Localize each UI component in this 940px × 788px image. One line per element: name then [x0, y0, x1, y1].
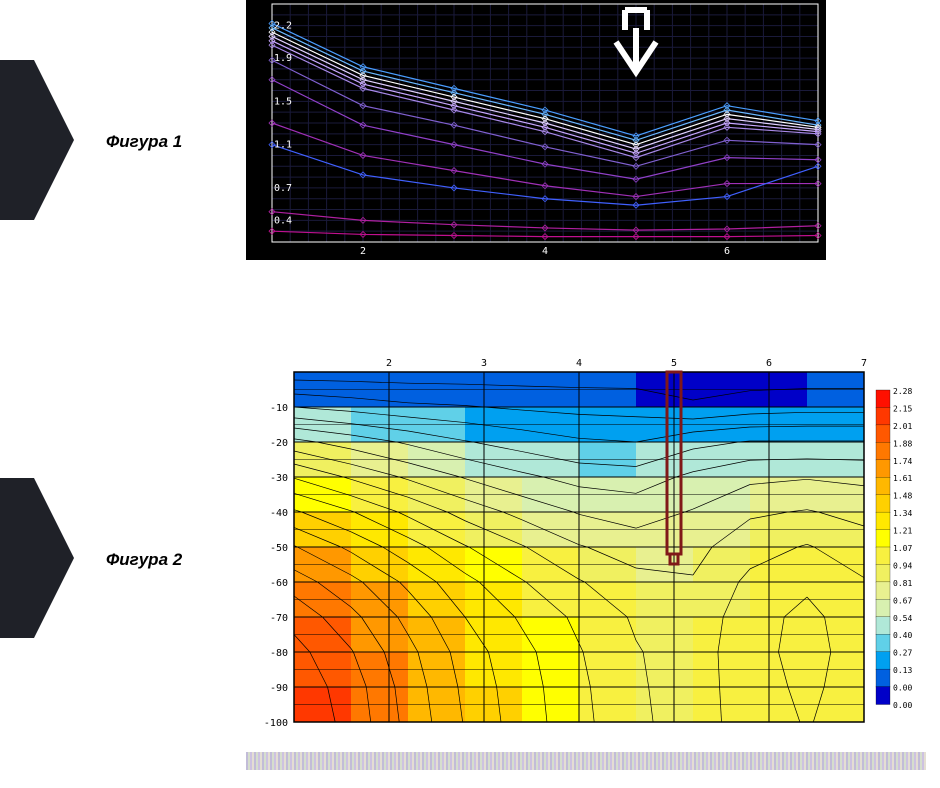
- svg-text:-70: -70: [270, 613, 288, 624]
- svg-text:2.01: 2.01: [893, 422, 912, 431]
- svg-text:0.00: 0.00: [893, 701, 912, 710]
- svg-text:0.00: 0.00: [893, 684, 912, 693]
- svg-text:0.54: 0.54: [893, 614, 912, 623]
- svg-text:0.81: 0.81: [893, 579, 912, 588]
- svg-text:2.15: 2.15: [893, 404, 912, 413]
- svg-text:1.07: 1.07: [893, 544, 912, 553]
- svg-text:2.28: 2.28: [893, 387, 912, 396]
- svg-text:7: 7: [861, 358, 867, 369]
- pentagon-marker-2: [0, 478, 74, 638]
- svg-text:-40: -40: [270, 508, 288, 519]
- svg-text:1.48: 1.48: [893, 492, 912, 501]
- chart-1: 0.4 0.7 1.1 1.5 1.9 2.2 2 4 6: [246, 0, 826, 260]
- svg-text:-80: -80: [270, 648, 288, 659]
- chart-2-svg: 2 3 4 5 6 7 -10 -20 -30 -40 -50 -60 -70 -80 -90 -100 2.…: [246, 352, 926, 732]
- pentagon-marker-1: [0, 60, 74, 220]
- svg-text:1.74: 1.74: [893, 457, 912, 466]
- svg-text:0.94: 0.94: [893, 561, 912, 570]
- svg-text:1.1: 1.1: [274, 140, 292, 151]
- svg-text:1.5: 1.5: [274, 96, 292, 107]
- svg-text:-20: -20: [270, 438, 288, 449]
- chart-1-svg: 0.4 0.7 1.1 1.5 1.9 2.2 2 4 6: [246, 0, 826, 260]
- svg-text:2: 2: [386, 358, 392, 369]
- svg-text:-90: -90: [270, 683, 288, 694]
- svg-text:-50: -50: [270, 543, 288, 554]
- svg-text:4: 4: [576, 358, 582, 369]
- svg-text:-30: -30: [270, 473, 288, 484]
- svg-text:-60: -60: [270, 578, 288, 589]
- svg-text:-10: -10: [270, 403, 288, 414]
- svg-text:0.7: 0.7: [274, 183, 292, 194]
- svg-text:0.27: 0.27: [893, 649, 912, 658]
- svg-text:1.34: 1.34: [893, 509, 912, 518]
- svg-text:1.88: 1.88: [893, 439, 912, 448]
- chart-2: 2 3 4 5 6 7 -10 -20 -30 -40 -50 -60 -70 -80 -90 -100 2.…: [246, 352, 926, 732]
- svg-text:2: 2: [360, 246, 366, 257]
- svg-text:0.67: 0.67: [893, 596, 912, 605]
- noise-strip: [246, 752, 926, 770]
- svg-text:6: 6: [766, 358, 772, 369]
- svg-text:6: 6: [724, 246, 730, 257]
- svg-text:3: 3: [481, 358, 487, 369]
- figure-2-label: Фигура 2: [106, 550, 182, 570]
- svg-text:5: 5: [671, 358, 677, 369]
- svg-text:-100: -100: [264, 718, 288, 729]
- svg-text:0.40: 0.40: [893, 631, 912, 640]
- svg-text:2.2: 2.2: [274, 21, 292, 32]
- figure-1-label: Фигура 1: [106, 132, 182, 152]
- svg-text:1.61: 1.61: [893, 474, 912, 483]
- svg-text:0.13: 0.13: [893, 666, 912, 675]
- svg-text:0.4: 0.4: [274, 215, 292, 226]
- svg-text:1.21: 1.21: [893, 527, 912, 536]
- svg-text:1.9: 1.9: [274, 53, 292, 64]
- svg-text:4: 4: [542, 246, 548, 257]
